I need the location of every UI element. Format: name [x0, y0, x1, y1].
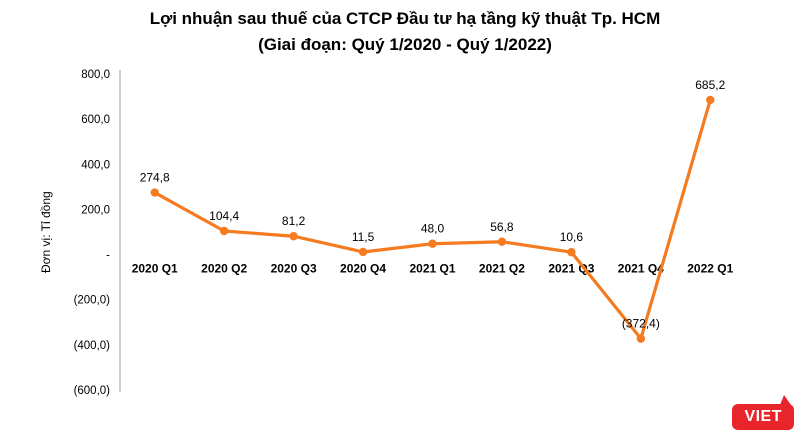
- svg-text:400,0: 400,0: [81, 159, 110, 171]
- svg-text:2021 Q4: 2021 Q4: [618, 262, 664, 276]
- chart-title-line1: Lợi nhuận sau thuế của CTCP Đầu tư hạ tầ…: [149, 9, 661, 28]
- viet-logo-flag-icon: [780, 395, 791, 405]
- svg-text:2021 Q2: 2021 Q2: [479, 262, 525, 276]
- svg-text:48,0: 48,0: [421, 222, 445, 236]
- svg-text:2020 Q4: 2020 Q4: [340, 262, 386, 276]
- svg-text:(400,0): (400,0): [74, 340, 111, 352]
- svg-text:(600,0): (600,0): [74, 385, 111, 397]
- svg-text:800,0: 800,0: [81, 69, 110, 81]
- svg-text:81,2: 81,2: [282, 214, 306, 228]
- svg-text:-: -: [106, 250, 110, 262]
- svg-text:274,8: 274,8: [140, 171, 170, 185]
- svg-text:10,6: 10,6: [560, 230, 584, 244]
- viet-logo: VIET: [732, 395, 794, 430]
- chart-title-line2: (Giai đoạn: Quý 1/2020 - Quý 1/2022): [258, 35, 552, 55]
- svg-text:2020 Q3: 2020 Q3: [271, 262, 317, 276]
- viet-logo-text: VIET: [744, 408, 782, 425]
- svg-text:56,8: 56,8: [490, 220, 514, 234]
- svg-text:2020 Q1: 2020 Q1: [132, 262, 178, 276]
- svg-text:685,2: 685,2: [695, 78, 725, 92]
- svg-text:11,5: 11,5: [352, 230, 375, 244]
- svg-text:2020 Q2: 2020 Q2: [201, 262, 247, 276]
- chart-title: Lợi nhuận sau thuế của CTCP Đầu tư hạ tầ…: [0, 6, 810, 59]
- svg-text:2021 Q1: 2021 Q1: [409, 262, 455, 276]
- svg-text:(200,0): (200,0): [74, 295, 111, 307]
- svg-text:104,4: 104,4: [209, 209, 239, 223]
- svg-text:(372,4): (372,4): [622, 317, 660, 331]
- svg-text:2022 Q1: 2022 Q1: [687, 262, 733, 276]
- svg-text:200,0: 200,0: [81, 204, 110, 216]
- svg-text:600,0: 600,0: [81, 114, 110, 126]
